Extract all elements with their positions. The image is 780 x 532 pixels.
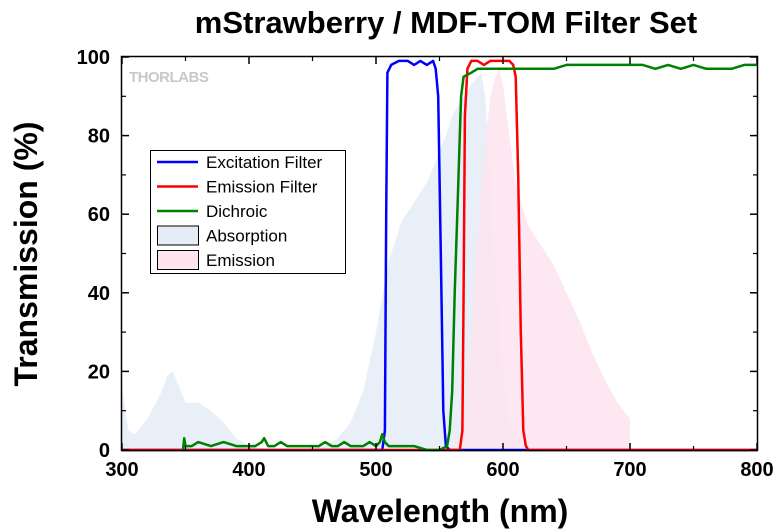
series-emission-filter-line [122,59,757,452]
legend-label-emission: Emission [206,251,275,270]
legend-swatch-absorption [157,225,199,246]
x-axis-label: Wavelength (nm) [312,493,569,529]
legend-label-absorption: Absorption [206,227,287,246]
y-tick-label-60: 60 [88,204,110,226]
plot-frame [120,55,759,452]
series-dichroic-line [181,63,757,452]
plot-area [122,59,757,452]
axes: 300 400 500 600 700 800 0 20 40 60 80 100 [77,47,774,481]
x-tick-label-800: 800 [740,459,773,481]
legend-swatch-emission [157,250,199,270]
x-tick-label-500: 500 [359,459,392,481]
series-emission-area [445,68,630,451]
series-absorption-area [122,72,757,450]
y-tick-label-100: 100 [77,47,110,69]
x-tick-label-400: 400 [232,459,265,481]
y-tick-label-40: 40 [88,283,110,305]
legend: Excitation Filter Emission Filter Dichroic… [150,150,346,274]
y-tick-label-0: 0 [99,440,110,462]
legend-label-dichroic: Dichroic [206,202,268,221]
series-excitation-filter-line [122,59,757,452]
watermark: THORLABS [129,69,209,86]
y-tick-label-80: 80 [88,126,110,148]
x-tick-label-700: 700 [613,459,646,481]
x-tick-label-300: 300 [105,459,138,481]
x-tick-label-600: 600 [486,459,519,481]
legend-label-excitation-filter: Excitation Filter [206,153,323,172]
y-axis-label: Transmission (%) [8,122,44,387]
legend-label-emission-filter: Emission Filter [206,178,318,197]
chart-title: mStrawberry / MDF-TOM Filter Set [195,5,697,40]
y-tick-label-20: 20 [88,361,110,383]
